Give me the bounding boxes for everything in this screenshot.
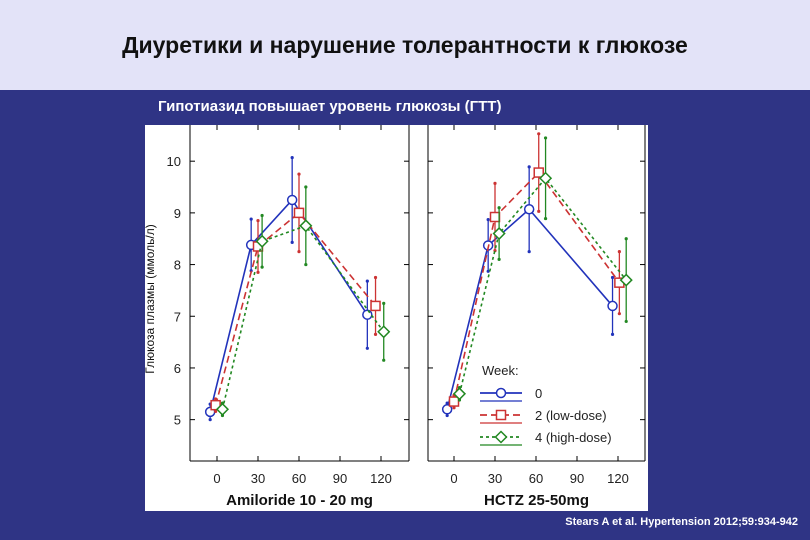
x-tick-label: 60 bbox=[529, 471, 543, 486]
slide-title: Диуретики и нарушение толерантности к гл… bbox=[122, 32, 688, 58]
series-line bbox=[446, 208, 614, 410]
error-bar-cap bbox=[497, 257, 501, 261]
error-bar-cap bbox=[382, 358, 386, 362]
error-bar-cap bbox=[304, 262, 308, 267]
data-point bbox=[523, 204, 535, 215]
data-point bbox=[293, 207, 305, 219]
data-point bbox=[619, 273, 633, 287]
citation: Stears A et al. Hypertension 2012;59:934… bbox=[565, 516, 798, 528]
error-bar-cap bbox=[214, 397, 218, 401]
data-point bbox=[492, 226, 506, 241]
error-bar-cap bbox=[527, 250, 531, 254]
slide-subtitle: Гипотиазид повышает уровень глюкозы (ГТТ… bbox=[158, 98, 502, 115]
data-point bbox=[448, 396, 460, 407]
error-bar-cap bbox=[617, 250, 621, 254]
error-bar-cap bbox=[624, 237, 628, 241]
legend-marker bbox=[495, 387, 507, 399]
legend-marker bbox=[494, 430, 508, 444]
error-bar-cap bbox=[543, 136, 548, 140]
data-point bbox=[286, 194, 298, 206]
error-bar-cap bbox=[382, 301, 386, 305]
data-point bbox=[377, 325, 391, 339]
series-line bbox=[453, 171, 621, 402]
error-bar-cap bbox=[445, 413, 449, 418]
error-bar-cap bbox=[527, 165, 531, 169]
error-bar-cap bbox=[256, 219, 260, 223]
error-bar-cap bbox=[610, 332, 615, 336]
data-point bbox=[452, 387, 467, 401]
y-tick-label: 6 bbox=[174, 361, 181, 376]
y-tick-label: 5 bbox=[174, 413, 181, 428]
data-point bbox=[533, 167, 544, 178]
legend-label: 0 bbox=[535, 386, 542, 401]
legend-marker bbox=[495, 409, 507, 421]
y-tick-label: 9 bbox=[174, 206, 181, 221]
error-bar-cap bbox=[290, 155, 294, 160]
data-point bbox=[607, 300, 618, 312]
error-bar-cap bbox=[452, 406, 456, 410]
error-bar-cap bbox=[543, 216, 548, 221]
error-bar-cap bbox=[617, 312, 621, 316]
data-point bbox=[215, 402, 230, 416]
error-bar-cap bbox=[297, 172, 301, 176]
legend-title: Week: bbox=[482, 363, 519, 378]
x-tick-label: 0 bbox=[213, 471, 220, 486]
error-bar-cap bbox=[445, 401, 449, 405]
error-bar-cap bbox=[304, 185, 308, 189]
title-bar: Диуретики и нарушение толерантности к гл… bbox=[0, 0, 810, 90]
x-tick-label: 0 bbox=[450, 471, 457, 486]
y-axis-label: Глюкоза плазмы (ммоль/л) bbox=[145, 224, 157, 374]
error-bar-cap bbox=[297, 250, 301, 254]
error-bar-cap bbox=[610, 275, 615, 280]
x-tick-label: 60 bbox=[292, 471, 306, 486]
x-tick-label: 30 bbox=[488, 471, 502, 486]
x-axis-label: HCTZ 25-50mg bbox=[484, 492, 589, 509]
error-bar-cap bbox=[208, 418, 212, 422]
error-bar-cap bbox=[249, 217, 253, 221]
y-tick-label: 7 bbox=[174, 309, 181, 324]
x-tick-label: 90 bbox=[333, 471, 347, 486]
series-line bbox=[221, 224, 385, 410]
figure-panel: 0 30 60 90 120 5 6 7 8 9 10 Amiloride 10 - 20 mg 0 30… bbox=[141, 125, 648, 511]
data-point bbox=[299, 219, 313, 233]
x-axis-label: Amiloride 10 - 20 mg bbox=[226, 492, 373, 509]
glucose-chart: 0 30 60 90 120 5 6 7 8 9 10 Amiloride 10 - 20 mg 0 30… bbox=[141, 125, 646, 509]
error-bar-cap bbox=[497, 206, 501, 210]
error-bar-cap bbox=[365, 279, 369, 283]
data-point bbox=[489, 211, 501, 223]
x-tick-label: 120 bbox=[607, 471, 629, 486]
data-point bbox=[370, 300, 381, 312]
error-bar-cap bbox=[537, 209, 541, 213]
error-bar-cap bbox=[373, 332, 378, 336]
error-bar-cap bbox=[260, 213, 264, 218]
error-bar-cap bbox=[290, 240, 294, 244]
data-point bbox=[441, 404, 453, 415]
error-bar-cap bbox=[365, 346, 369, 350]
legend-label: 2 (low-dose) bbox=[535, 408, 607, 423]
error-bar-cap bbox=[493, 181, 497, 186]
series-line bbox=[458, 176, 627, 394]
data-point bbox=[362, 309, 373, 320]
error-bar-cap bbox=[624, 319, 628, 324]
error-bar-cap bbox=[486, 269, 490, 273]
data-point bbox=[255, 234, 269, 248]
data-point bbox=[539, 171, 553, 185]
x-tick-label: 120 bbox=[370, 471, 392, 486]
series-line bbox=[214, 211, 377, 406]
error-bar-cap bbox=[214, 409, 218, 413]
error-bar-cap bbox=[260, 265, 264, 269]
error-bar-cap bbox=[256, 270, 260, 274]
error-bar-cap bbox=[537, 132, 541, 136]
x-tick-label: 90 bbox=[570, 471, 584, 486]
y-tick-label: 10 bbox=[167, 154, 181, 169]
error-bar-cap bbox=[486, 217, 490, 222]
y-label-box bbox=[141, 183, 159, 415]
legend-label: 4 (high-dose) bbox=[535, 430, 612, 445]
error-bar-cap bbox=[373, 275, 378, 280]
y-tick-label: 8 bbox=[174, 258, 181, 273]
x-tick-label: 30 bbox=[251, 471, 265, 486]
